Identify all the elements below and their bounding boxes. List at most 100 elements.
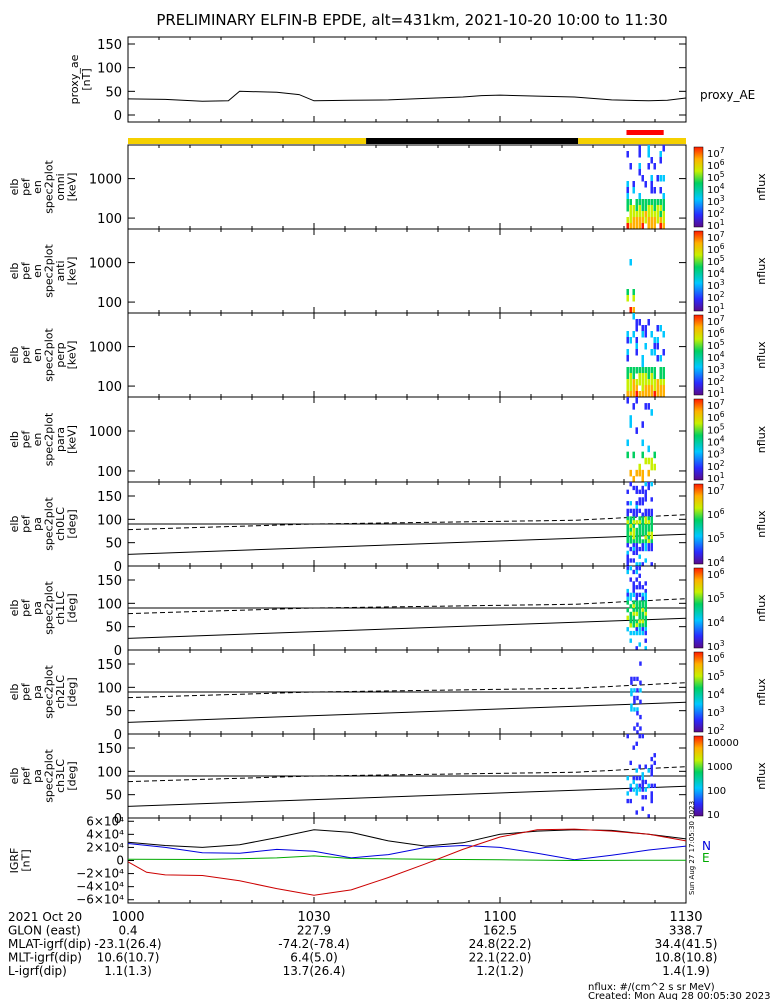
heatmap-cell: [641, 546, 644, 552]
heatmap-cell: [650, 531, 653, 536]
y-tick-label: −6×10⁴: [76, 893, 124, 907]
heatmap-cell: [653, 391, 656, 398]
heatmap-cell: [644, 199, 647, 206]
colorbar-tick-label: 107: [707, 483, 725, 497]
heatmap-cell: [662, 193, 665, 200]
heatmap-cell: [629, 367, 632, 374]
y-axis-label: pa: [31, 601, 44, 615]
heatmap-cell: [632, 623, 635, 628]
colorbar-tick-label-exp: 3: [720, 639, 725, 648]
heatmap-cell: [662, 199, 665, 206]
y-axis-label: spec2plot: [43, 412, 56, 466]
heatmap-cell: [638, 776, 641, 781]
heatmap-cell: [629, 527, 632, 533]
igrf-series-curve2: [127, 829, 687, 848]
heatmap-cell: [641, 211, 644, 218]
colorbar: [693, 398, 704, 481]
ephem-value: 227.9: [297, 924, 331, 938]
heatmap-cell: [629, 577, 632, 582]
heatmap-cell: [626, 331, 629, 338]
y-axis-label: [deg]: [66, 593, 79, 622]
colorbar-tick-label-exp: 4: [720, 615, 725, 624]
colorbar-tick-label-exp: 6: [720, 567, 725, 576]
heatmap-cell: [635, 527, 638, 533]
heatmap-cell: [626, 391, 629, 398]
heatmap-cell: [644, 373, 647, 380]
heatmap-cell: [632, 592, 635, 598]
heatmap-cell: [629, 535, 632, 540]
heatmap-cell: [653, 753, 656, 758]
heatmap-cell: [638, 367, 641, 374]
heatmap-cell: [659, 373, 662, 380]
heatmap-cell: [632, 217, 635, 224]
heatmap-cell: [644, 592, 647, 598]
heatmap-cell: [635, 337, 638, 344]
y-axis-label: elb: [8, 600, 21, 617]
heatmap-cell: [626, 508, 629, 514]
heatmap-cell: [641, 367, 644, 374]
heatmap-cell: [632, 550, 635, 556]
y-tick-label: 100: [97, 62, 122, 77]
heatmap-cell: [626, 608, 629, 613]
heatmap-cell: [636, 711, 639, 716]
heatmap-cell: [638, 615, 641, 620]
y-tick-label: 1000: [89, 257, 122, 272]
heatmap-cell: [641, 439, 644, 447]
heatmap-cell: [662, 175, 665, 182]
heatmap-cell: [647, 385, 650, 392]
heatmap-cell: [626, 554, 629, 559]
heatmap-cell: [641, 391, 644, 398]
heatmap-cell: [636, 707, 639, 712]
heatmap-cell: [656, 217, 659, 224]
heatmap-cell: [653, 379, 656, 386]
ephem-value: 338.7: [669, 924, 703, 938]
colorbar-tick-label-exp: 3: [720, 278, 725, 287]
heatmap-cell: [626, 791, 629, 796]
heatmap-cell: [632, 403, 635, 410]
heatmap-cell: [644, 531, 647, 536]
heatmap-cell: [650, 756, 653, 762]
y-axis-label: elb: [8, 684, 21, 701]
heatmap-cell: [635, 325, 638, 332]
heatmap-cell: [644, 795, 647, 800]
heatmap-cell: [662, 211, 665, 218]
heatmap-cell: [635, 569, 638, 575]
y-axis-label: [keV]: [66, 257, 79, 286]
y-axis-label: spec2plot: [43, 581, 56, 635]
heatmap-cell: [632, 451, 635, 459]
heatmap-cell: [632, 367, 635, 374]
heatmap-cell: [626, 562, 629, 567]
heatmap-cell: [644, 535, 647, 540]
heatmap-cell: [659, 151, 662, 158]
heatmap-cell: [641, 615, 644, 620]
heatmap-cell: [650, 187, 653, 194]
heatmap-cell: [650, 373, 653, 380]
heatmap-cell: [626, 181, 629, 188]
legend-e: E: [702, 851, 710, 865]
heatmap-cell: [656, 205, 659, 212]
heatmap-cell: [638, 508, 641, 514]
heatmap-cell: [662, 391, 665, 398]
heatmap-cell: [641, 543, 644, 548]
colorbar-tick-label-exp: 1: [720, 218, 725, 227]
heatmap-cell: [636, 730, 639, 735]
heatmap-cell: [638, 489, 641, 494]
heatmap-cell: [647, 524, 650, 529]
colorbar-tick-label-exp: 2: [720, 459, 725, 468]
heatmap-cell: [647, 151, 650, 158]
side-stamp: Sun Aug 27 17:05:30 2023: [688, 801, 696, 895]
heatmap-cell: [629, 163, 632, 170]
heatmap-cell: [641, 592, 644, 598]
heatmap-cell: [626, 527, 629, 533]
heatmap-cell: [636, 676, 639, 682]
heatmap-cell: [644, 181, 647, 188]
orbit-bars: [128, 130, 686, 144]
heatmap-cell: [641, 199, 644, 206]
heatmap-cell: [629, 539, 632, 544]
heatmap-cell: [629, 611, 632, 617]
heatmap-cell: [644, 403, 647, 410]
ephem-value: 1.4(1.9): [662, 964, 710, 978]
heatmap-cell: [638, 611, 641, 617]
heatmap-cell: [632, 779, 635, 785]
